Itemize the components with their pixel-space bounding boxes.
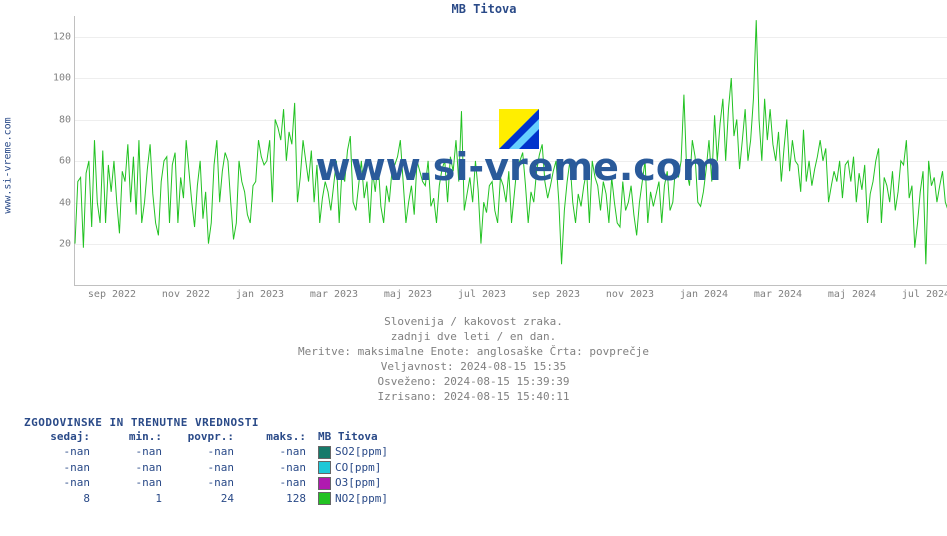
meta-line-drawn: Izrisano: 2024-08-15 15:40:11 — [0, 389, 947, 404]
legend-row: -nan-nan-nan-nanO3[ppm] — [24, 475, 394, 491]
legend-series-name: CO[ppm] — [335, 461, 381, 474]
watermark-text: www.si-vreme.com — [315, 145, 721, 189]
x-tick-label: maj 2024 — [828, 285, 876, 300]
legend-value: -nan — [168, 444, 240, 460]
y-axis-outer-label: www.si-vreme.com — [0, 90, 18, 240]
legend-value: -nan — [96, 475, 168, 491]
legend-column-header: min.: — [96, 429, 168, 444]
legend-column-header: sedaj: — [24, 429, 96, 444]
x-tick-label: nov 2023 — [606, 285, 654, 300]
legend-value: -nan — [240, 460, 312, 476]
y-tick-label: 60 — [59, 156, 75, 167]
y-tick-label: 80 — [59, 114, 75, 125]
x-tick-label: mar 2023 — [310, 285, 358, 300]
meta-line-location: Slovenija / kakovost zraka. — [0, 314, 947, 329]
legend: ZGODOVINSKE IN TRENUTNE VREDNOSTI sedaj:… — [24, 416, 944, 506]
legend-series-name: SO2[ppm] — [335, 445, 388, 458]
legend-value: 24 — [168, 491, 240, 507]
legend-value: -nan — [24, 444, 96, 460]
legend-value: -nan — [24, 460, 96, 476]
meta-line-validity: Veljavnost: 2024-08-15 15:35 — [0, 359, 947, 374]
legend-series-cell: NO2[ppm] — [312, 491, 394, 507]
legend-series-name: NO2[ppm] — [335, 492, 388, 505]
meta-line-measure: Meritve: maksimalne Enote: anglosaške Čr… — [0, 344, 947, 359]
legend-swatch-icon — [318, 446, 331, 459]
legend-value: -nan — [240, 444, 312, 460]
legend-value: 1 — [96, 491, 168, 507]
x-tick-label: jan 2024 — [680, 285, 728, 300]
x-tick-label: mar 2024 — [754, 285, 802, 300]
legend-value: -nan — [240, 475, 312, 491]
chart-title: MB Titova — [24, 0, 944, 16]
meta-line-range: zadnji dve leti / en dan. — [0, 329, 947, 344]
chart-container: MB Titova 20406080100120 sep 2022nov 202… — [24, 0, 944, 314]
legend-value: -nan — [168, 475, 240, 491]
legend-title: ZGODOVINSKE IN TRENUTNE VREDNOSTI — [24, 416, 944, 429]
legend-series-name: O3[ppm] — [335, 476, 381, 489]
legend-value: -nan — [24, 475, 96, 491]
legend-swatch-icon — [318, 461, 331, 474]
meta-line-refreshed: Osveženo: 2024-08-15 15:39:39 — [0, 374, 947, 389]
x-tick-label: jul 2023 — [458, 285, 506, 300]
x-tick-label: jan 2023 — [236, 285, 284, 300]
watermark-logo-icon — [499, 109, 539, 149]
legend-column-header: maks.: — [240, 429, 312, 444]
legend-swatch-icon — [318, 477, 331, 490]
legend-column-header: povpr.: — [168, 429, 240, 444]
legend-value: -nan — [168, 460, 240, 476]
y-tick-label: 120 — [53, 31, 75, 42]
x-tick-label: jul 2024 — [902, 285, 947, 300]
legend-value: -nan — [96, 460, 168, 476]
chart-metadata: Slovenija / kakovost zraka. zadnji dve l… — [0, 314, 947, 404]
legend-series-cell: CO[ppm] — [312, 460, 394, 476]
legend-series-cell: SO2[ppm] — [312, 444, 394, 460]
legend-header-row: sedaj:min.:povpr.:maks.:MB Titova — [24, 429, 394, 444]
legend-value: 128 — [240, 491, 312, 507]
legend-series-header: MB Titova — [312, 429, 394, 444]
x-tick-label: maj 2023 — [384, 285, 432, 300]
plot-area: 20406080100120 sep 2022nov 2022jan 2023m… — [74, 16, 947, 286]
x-tick-label: sep 2023 — [532, 285, 580, 300]
legend-value: 8 — [24, 491, 96, 507]
legend-value: -nan — [96, 444, 168, 460]
legend-series-cell: O3[ppm] — [312, 475, 394, 491]
legend-row: 8124128 NO2[ppm] — [24, 491, 394, 507]
y-tick-label: 100 — [53, 73, 75, 84]
x-tick-label: sep 2022 — [88, 285, 136, 300]
legend-swatch-icon — [318, 492, 331, 505]
y-tick-label: 20 — [59, 239, 75, 250]
legend-row: -nan-nan-nan-nanSO2[ppm] — [24, 444, 394, 460]
x-tick-label: nov 2022 — [162, 285, 210, 300]
legend-table: sedaj:min.:povpr.:maks.:MB Titova -nan-n… — [24, 429, 394, 506]
y-tick-label: 40 — [59, 197, 75, 208]
legend-row: -nan-nan-nan-nanCO[ppm] — [24, 460, 394, 476]
